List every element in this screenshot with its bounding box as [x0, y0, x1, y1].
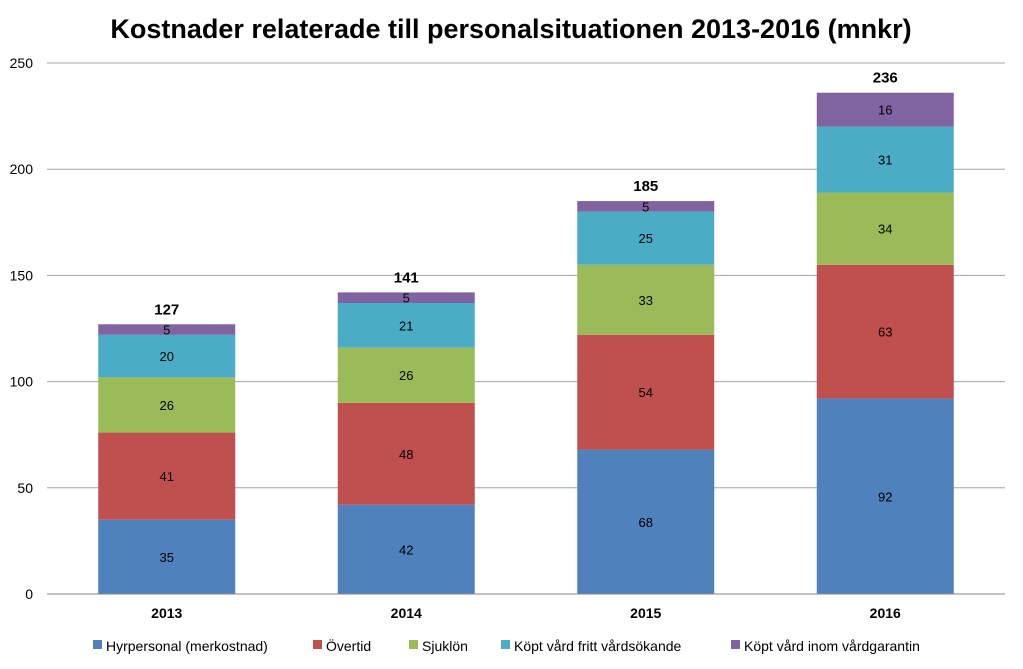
bar-segment: [577, 264, 715, 335]
legend-label: Övertid: [326, 637, 371, 654]
x-tick-label: 2016: [870, 605, 901, 621]
legend-swatch: [731, 640, 740, 649]
data-label: 26: [160, 398, 174, 413]
y-tick-label: 0: [25, 586, 33, 602]
data-label: 5: [642, 199, 649, 214]
bar-segment: [337, 292, 475, 304]
data-label: 63: [878, 325, 892, 340]
total-label: 141: [394, 269, 419, 286]
data-label: 54: [639, 385, 653, 400]
total-label: 236: [873, 70, 898, 87]
data-label: 48: [399, 447, 413, 462]
legend-swatch: [313, 640, 322, 649]
data-label: 31: [878, 153, 892, 168]
data-label: 33: [639, 293, 653, 308]
bar-segment: [816, 92, 954, 127]
bar-segment: [337, 347, 475, 403]
bar-segment: [98, 519, 236, 594]
data-label: 35: [160, 550, 174, 565]
bar-segment: [816, 192, 954, 265]
bar-segment: [816, 398, 954, 594]
x-axis: 2013 2014 2015 2016: [47, 593, 1005, 621]
data-label: 26: [399, 368, 413, 383]
y-tick-label: 150: [10, 267, 34, 283]
legend-label: Hyrpersonal (merkostnad): [106, 638, 268, 654]
legend-label: Sjuklön: [422, 638, 468, 654]
legend-label: Köpt vård fritt vårdsökande: [514, 638, 682, 654]
x-tick-label: 2013: [151, 605, 182, 621]
chart-title: Kostnader relaterade till personalsituat…: [110, 14, 911, 44]
data-label: 92: [878, 489, 892, 504]
y-tick-label: 250: [10, 55, 34, 71]
data-label: 16: [878, 103, 892, 118]
legend-swatch: [501, 640, 510, 649]
bar-segment: [98, 324, 236, 335]
data-label: 25: [639, 231, 653, 246]
total-label: 127: [154, 301, 179, 318]
legend-label: Köpt vård inom vårdgarantin: [744, 638, 920, 654]
data-label: 41: [160, 469, 174, 484]
y-tick-label: 50: [17, 480, 33, 496]
bar-segment: [98, 432, 236, 520]
data-label: 68: [639, 515, 653, 530]
bar-segment: [577, 334, 715, 450]
bar-segment: [816, 126, 954, 193]
legend-swatch: [93, 640, 102, 649]
data-label: 20: [160, 349, 174, 364]
bar-segment: [577, 211, 715, 265]
data-label: 21: [399, 318, 413, 333]
bar-segment: [98, 377, 236, 433]
bar-segment: [816, 264, 954, 399]
bar-segment: [577, 449, 715, 594]
y-tick-label: 200: [10, 161, 34, 177]
bar-segment: [337, 402, 475, 505]
y-tick-label: 100: [10, 374, 34, 390]
data-label: 34: [878, 222, 892, 237]
legend-swatch: [409, 640, 418, 649]
data-label: 5: [403, 291, 410, 306]
x-tick-label: 2015: [630, 605, 661, 621]
bar-segment: [577, 201, 715, 212]
bar-segment: [337, 303, 475, 348]
bar-segment: [98, 334, 236, 378]
bars: 35 41 26 20 5 127 42 48 26 21 5 141 68 54 33 25 5 185 92 63…: [98, 70, 954, 594]
total-label: 185: [633, 178, 658, 195]
bar-segment: [337, 504, 475, 594]
legend: Hyrpersonal (merkostnad) Övertid Sjuklön Kö…: [93, 637, 920, 654]
data-label: 5: [163, 323, 170, 338]
data-label: 42: [399, 542, 413, 557]
y-axis: 0 50 100 150 200 250: [10, 55, 34, 602]
x-tick-label: 2014: [391, 605, 422, 621]
